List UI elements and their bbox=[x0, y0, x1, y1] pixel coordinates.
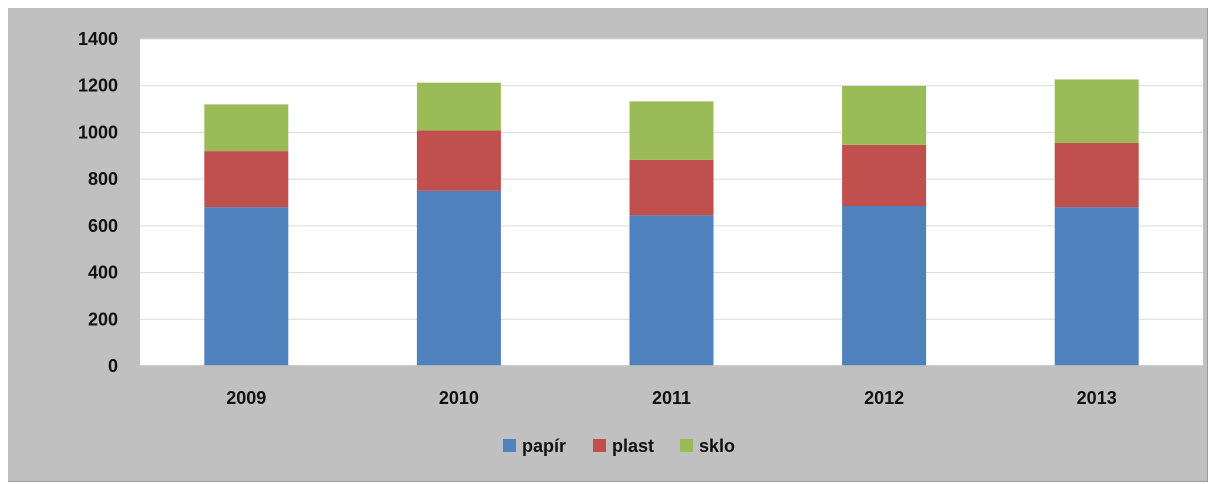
bar-plast-2009 bbox=[204, 151, 289, 208]
legend-swatch-1 bbox=[593, 439, 606, 452]
x-tick-label: 2013 bbox=[1077, 388, 1117, 408]
x-tick-label: 2009 bbox=[226, 388, 266, 408]
x-tick-label: 2012 bbox=[864, 388, 904, 408]
legend-label-1: plast bbox=[612, 436, 654, 456]
legend-label-2: sklo bbox=[699, 436, 735, 456]
y-tick-label: 800 bbox=[88, 169, 118, 189]
legend-swatch-2 bbox=[680, 439, 693, 452]
legend-swatch-0 bbox=[503, 439, 516, 452]
bar-sklo-2011 bbox=[629, 101, 714, 160]
bar-papr-2009 bbox=[204, 207, 289, 366]
x-tick-label: 2011 bbox=[652, 388, 691, 408]
bar-plast-2010 bbox=[416, 130, 501, 191]
bar-sklo-2009 bbox=[204, 104, 289, 152]
y-tick-label: 400 bbox=[88, 263, 118, 283]
x-axis-tick-labels: 2009 2010 2011 2012 2013 bbox=[226, 388, 1116, 408]
bar-sklo-2013 bbox=[1054, 79, 1139, 143]
bar-plast-2012 bbox=[842, 144, 927, 207]
y-tick-label: 200 bbox=[88, 309, 118, 329]
bar-plast-2013 bbox=[1054, 142, 1139, 208]
bar-plast-2011 bbox=[629, 159, 714, 216]
bar-papr-2010 bbox=[416, 190, 501, 366]
y-tick-label: 0 bbox=[108, 356, 118, 376]
bar-sklo-2010 bbox=[416, 82, 501, 131]
y-tick-label: 1200 bbox=[78, 76, 118, 96]
bar-papr-2011 bbox=[629, 215, 714, 366]
x-tick-label: 2010 bbox=[439, 388, 479, 408]
bar-sklo-2012 bbox=[842, 85, 927, 145]
legend-label-0: papír bbox=[522, 436, 566, 456]
y-tick-label: 1400 bbox=[78, 29, 118, 49]
bar-papr-2013 bbox=[1054, 207, 1139, 366]
y-tick-label: 1000 bbox=[78, 122, 118, 142]
y-axis-tick-labels: 0 200 400 600 800 1000 1200 1400 bbox=[78, 29, 118, 376]
y-tick-label: 600 bbox=[88, 216, 118, 236]
bar-papr-2012 bbox=[842, 206, 927, 366]
chart-area: 0 200 400 600 800 1000 1200 1400 2009 2010 2011 20… bbox=[8, 8, 1208, 482]
legend: papír plast sklo bbox=[503, 436, 735, 456]
bars bbox=[204, 79, 1139, 366]
